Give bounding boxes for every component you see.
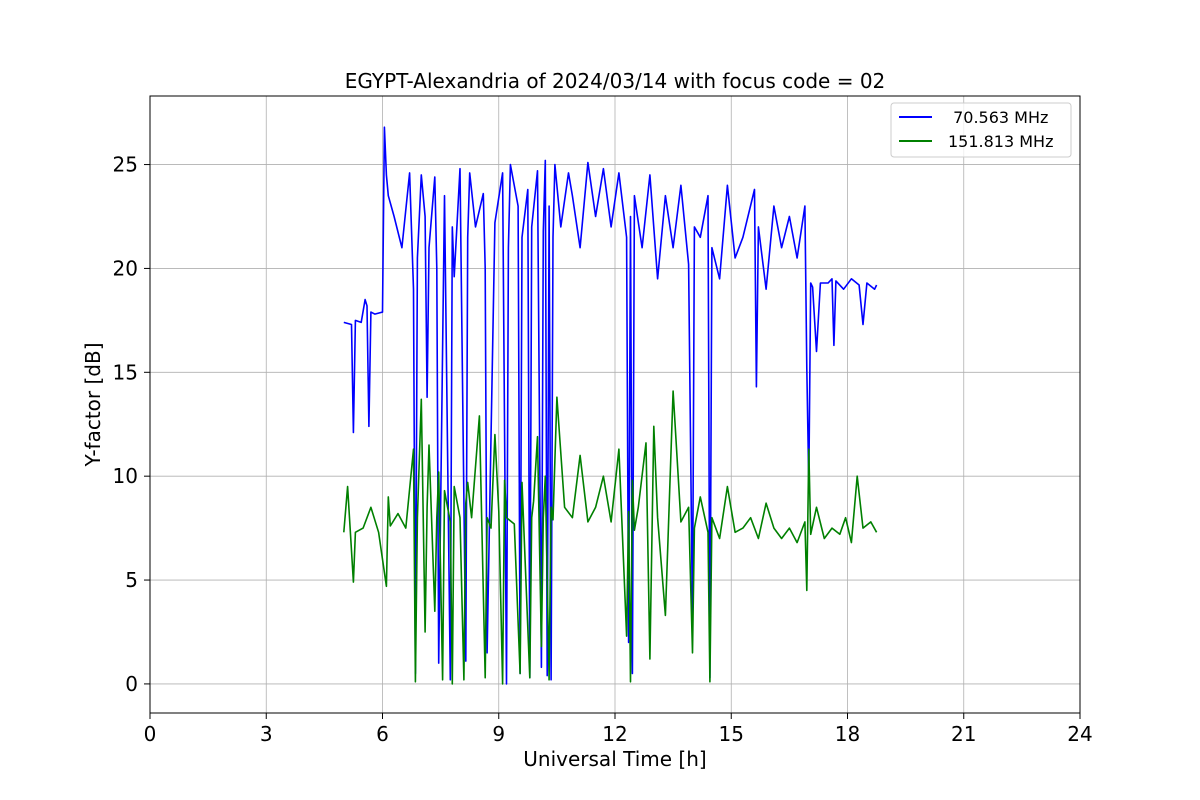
legend: 70.563 MHz 151.813 MHz — [890, 102, 1072, 158]
series-line-151-mhz — [343, 390, 878, 685]
x-tick-label: 9 — [492, 722, 505, 746]
axis-ticks: 0 3 6 9 12 15 18 21 24 0 5 10 15 20 25 — [113, 153, 1093, 746]
chart-title: EGYPT-Alexandria of 2024/03/14 with focu… — [345, 69, 886, 93]
x-tick-label: 3 — [260, 722, 273, 746]
legend-label-70-mhz: 70.563 MHz — [948, 108, 1048, 127]
y-tick-label: 15 — [113, 360, 138, 384]
x-tick-label: 15 — [719, 722, 744, 746]
x-tick-label: 24 — [1067, 722, 1092, 746]
legend-label-151-mhz: 151.813 MHz — [948, 132, 1053, 151]
y-tick-label: 10 — [113, 464, 138, 488]
x-tick-label: 6 — [376, 722, 389, 746]
x-tick-label: 18 — [835, 722, 860, 746]
x-tick-label: 0 — [144, 722, 157, 746]
x-tick-label: 21 — [951, 722, 976, 746]
legend-box — [890, 102, 1072, 158]
y-tick-label: 5 — [125, 568, 138, 592]
y-tick-label: 0 — [125, 672, 138, 696]
y-tick-label: 25 — [113, 153, 138, 177]
x-axis-label: Universal Time [h] — [523, 747, 706, 771]
x-tick-label: 12 — [602, 722, 627, 746]
y-tick-label: 20 — [113, 256, 138, 280]
series-line-70-mhz — [343, 126, 878, 685]
plot-series — [343, 126, 878, 685]
y-axis-label: Y-factor [dB] — [81, 342, 105, 467]
